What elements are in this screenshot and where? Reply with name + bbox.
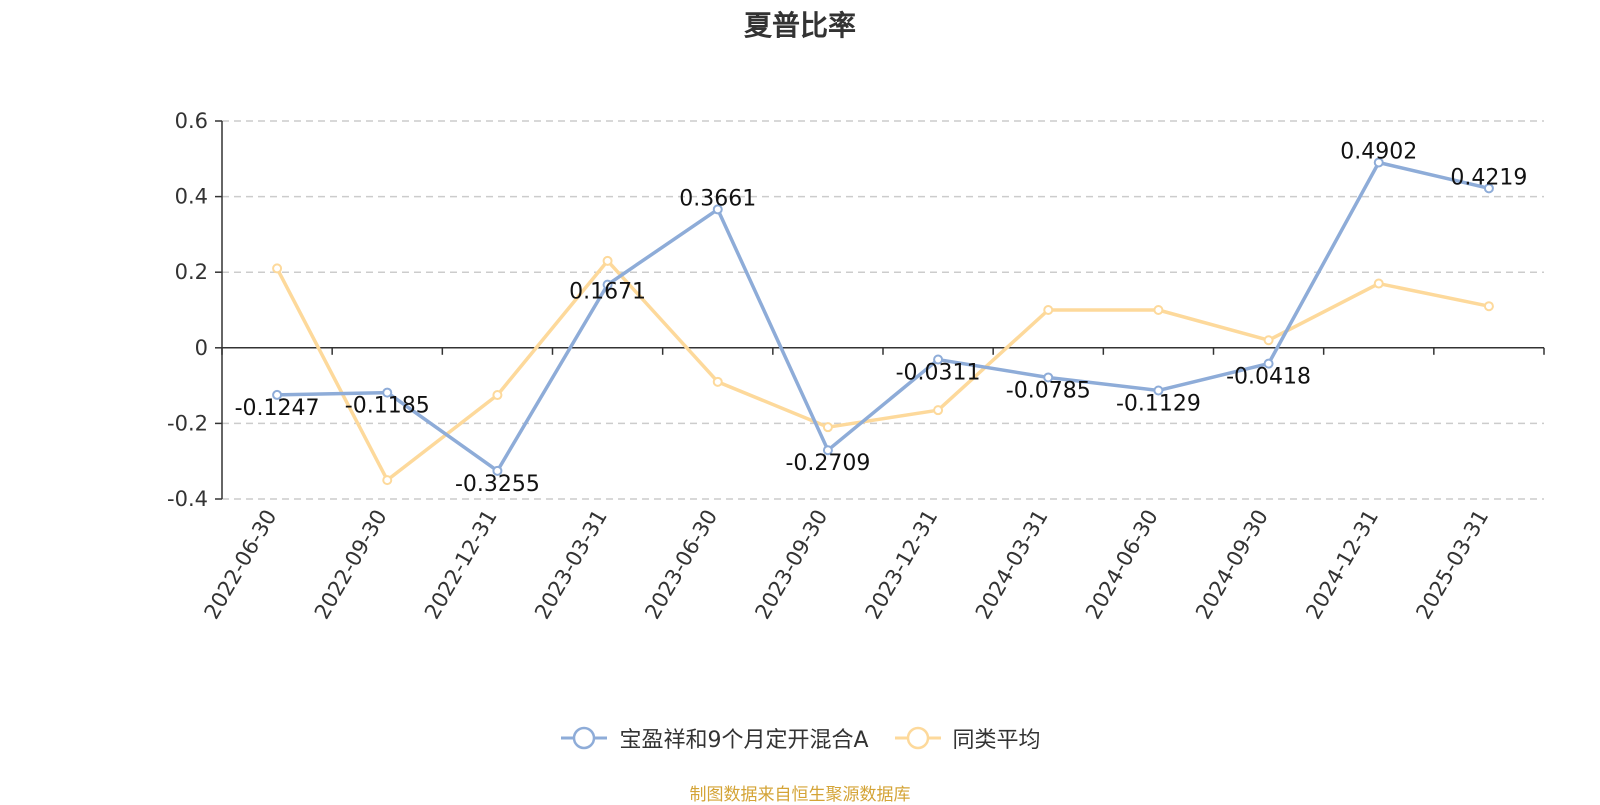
legend: 宝盈祥和9个月定开混合A 同类平均 xyxy=(0,722,1600,758)
x-tick-label: 2024-12-31 xyxy=(1301,506,1383,624)
data-point xyxy=(272,263,283,274)
y-tick-label: -0.4 xyxy=(167,487,208,511)
legend-item[interactable]: 宝盈祥和9个月定开混合A xyxy=(559,722,869,754)
data-labels: -0.1247 -0.1185 -0.3255 0.1671 0.3661 -0.2709… xyxy=(235,140,1528,497)
data-label: 0.4902 xyxy=(1340,140,1417,165)
y-tick-label: 0.6 xyxy=(175,109,208,133)
grid-lines xyxy=(222,120,1544,500)
data-point xyxy=(1483,183,1494,194)
legend-marker-icon xyxy=(561,726,608,750)
data-label: -0.0311 xyxy=(896,361,981,386)
data-label: -0.0418 xyxy=(1226,365,1311,390)
legend-label: 宝盈祥和9个月定开混合A xyxy=(619,728,869,753)
series-line xyxy=(277,160,1490,473)
data-point xyxy=(602,279,613,290)
data-point xyxy=(382,387,393,398)
source-note: 制图数据来自恒生聚源数据库 xyxy=(689,785,911,805)
data-point xyxy=(1483,301,1494,312)
data-point xyxy=(712,376,723,387)
data-point xyxy=(382,475,393,486)
data-label: -0.1185 xyxy=(345,394,430,419)
x-tick-label: 2022-06-30 xyxy=(200,506,282,624)
y-tick-label: 0.2 xyxy=(175,260,208,284)
data-point xyxy=(933,354,944,365)
data-point xyxy=(492,465,503,476)
data-point xyxy=(1153,385,1164,396)
data-point xyxy=(1263,335,1274,346)
data-point xyxy=(492,390,503,401)
chart-plot: -0.4 -0.2 0 0.2 0.4 0.6 2022-06-30 2022-09-30 20… xyxy=(167,109,1545,624)
data-point xyxy=(712,204,723,215)
data-label: -0.0785 xyxy=(1006,378,1091,403)
data-label: -0.1247 xyxy=(235,396,320,421)
x-tick-label: 2022-12-31 xyxy=(420,505,502,623)
series-lines xyxy=(272,157,1494,486)
x-tick-label: 2024-06-30 xyxy=(1081,506,1163,624)
data-label: 0.3661 xyxy=(679,186,756,211)
axes: -0.4 -0.2 0 0.2 0.4 0.6 2022-06-30 2022-09-30 20… xyxy=(167,109,1545,624)
legend-item[interactable]: 同类平均 xyxy=(893,722,1041,754)
data-point xyxy=(1043,305,1054,315)
data-label: -0.2709 xyxy=(785,451,870,476)
data-point xyxy=(1153,305,1164,315)
data-point xyxy=(822,422,833,433)
data-point xyxy=(822,445,833,456)
data-point xyxy=(1043,372,1054,383)
x-tick-label: 2023-03-31 xyxy=(530,506,612,624)
x-tick-label: 2023-09-30 xyxy=(750,506,832,624)
data-point xyxy=(1263,358,1274,369)
x-tick-label: 2024-09-30 xyxy=(1191,506,1273,624)
y-tick-label: 0 xyxy=(195,336,208,360)
chart-title: 夏普比率 xyxy=(743,9,856,42)
x-tick-label: 2023-06-30 xyxy=(640,506,722,624)
data-point xyxy=(272,389,283,400)
data-point xyxy=(1373,157,1384,168)
data-point xyxy=(1373,278,1384,289)
legend-label: 同类平均 xyxy=(952,728,1041,753)
x-tick-label: 2022-09-30 xyxy=(310,506,392,624)
x-tick-label: 2023-12-31 xyxy=(861,505,943,623)
data-label: 0.4219 xyxy=(1450,165,1527,190)
data-label: -0.1129 xyxy=(1116,391,1201,416)
x-tick-label: 2025-03-31 xyxy=(1411,506,1493,624)
y-tick-label: -0.2 xyxy=(167,411,208,435)
legend-marker-icon xyxy=(894,726,941,750)
data-point xyxy=(933,405,944,416)
data-point xyxy=(602,255,613,266)
x-tick-label: 2024-03-31 xyxy=(971,506,1053,624)
y-tick-label: 0.4 xyxy=(175,185,208,209)
data-label: 0.1671 xyxy=(569,280,646,305)
data-label: -0.3255 xyxy=(455,472,540,497)
